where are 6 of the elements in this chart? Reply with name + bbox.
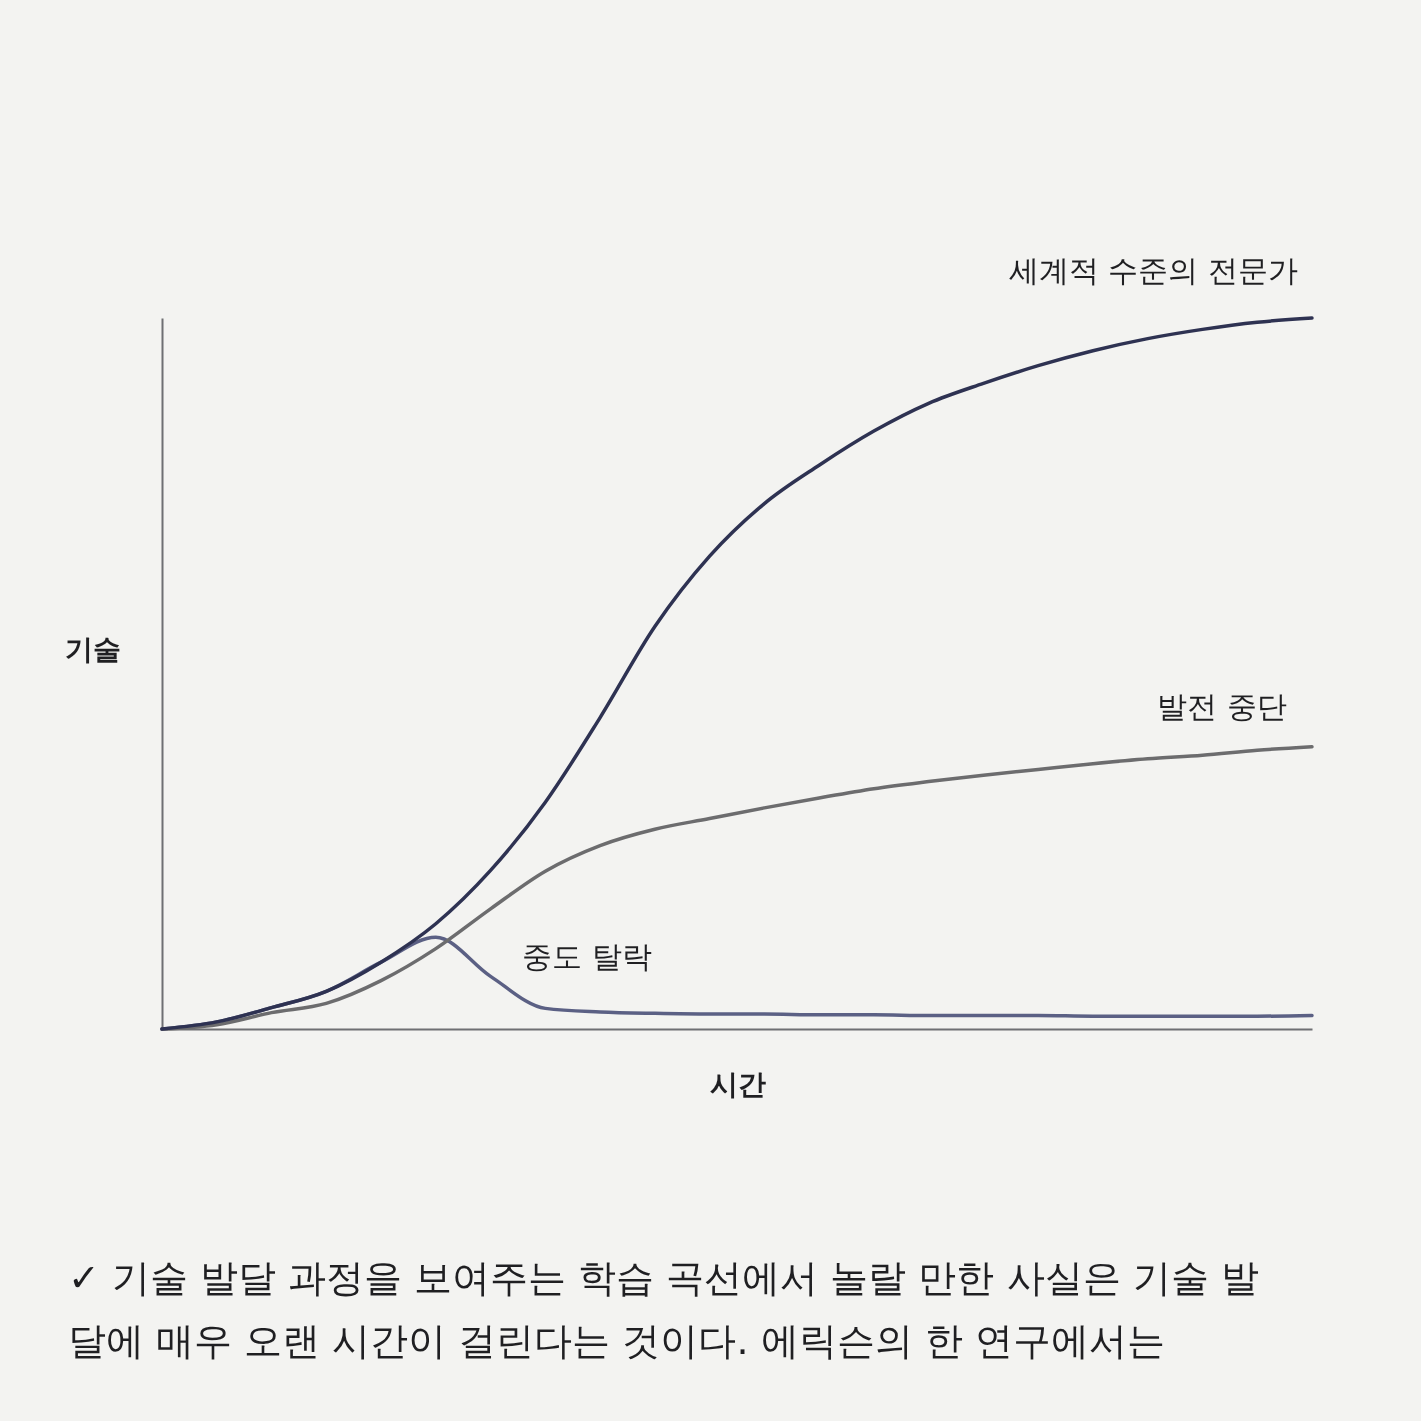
text: ✓ 기술 발달 과정을 보여주는 학습 곡선에서 놀랄 만한 사실은 기술 발달에 매우 오랜 시간이 걸린다는 것이다. 에릭슨의 한 연구에서는	[68, 1256, 1259, 1363]
y-axis-title: 기술	[64, 632, 121, 666]
series-label: 세계적 수준의 전문가	[1008, 253, 1298, 288]
series-label: 발전 중단	[1157, 688, 1287, 724]
x-axis-title: 시간	[709, 1067, 766, 1101]
series-label: 중도 탈락	[522, 938, 652, 974]
